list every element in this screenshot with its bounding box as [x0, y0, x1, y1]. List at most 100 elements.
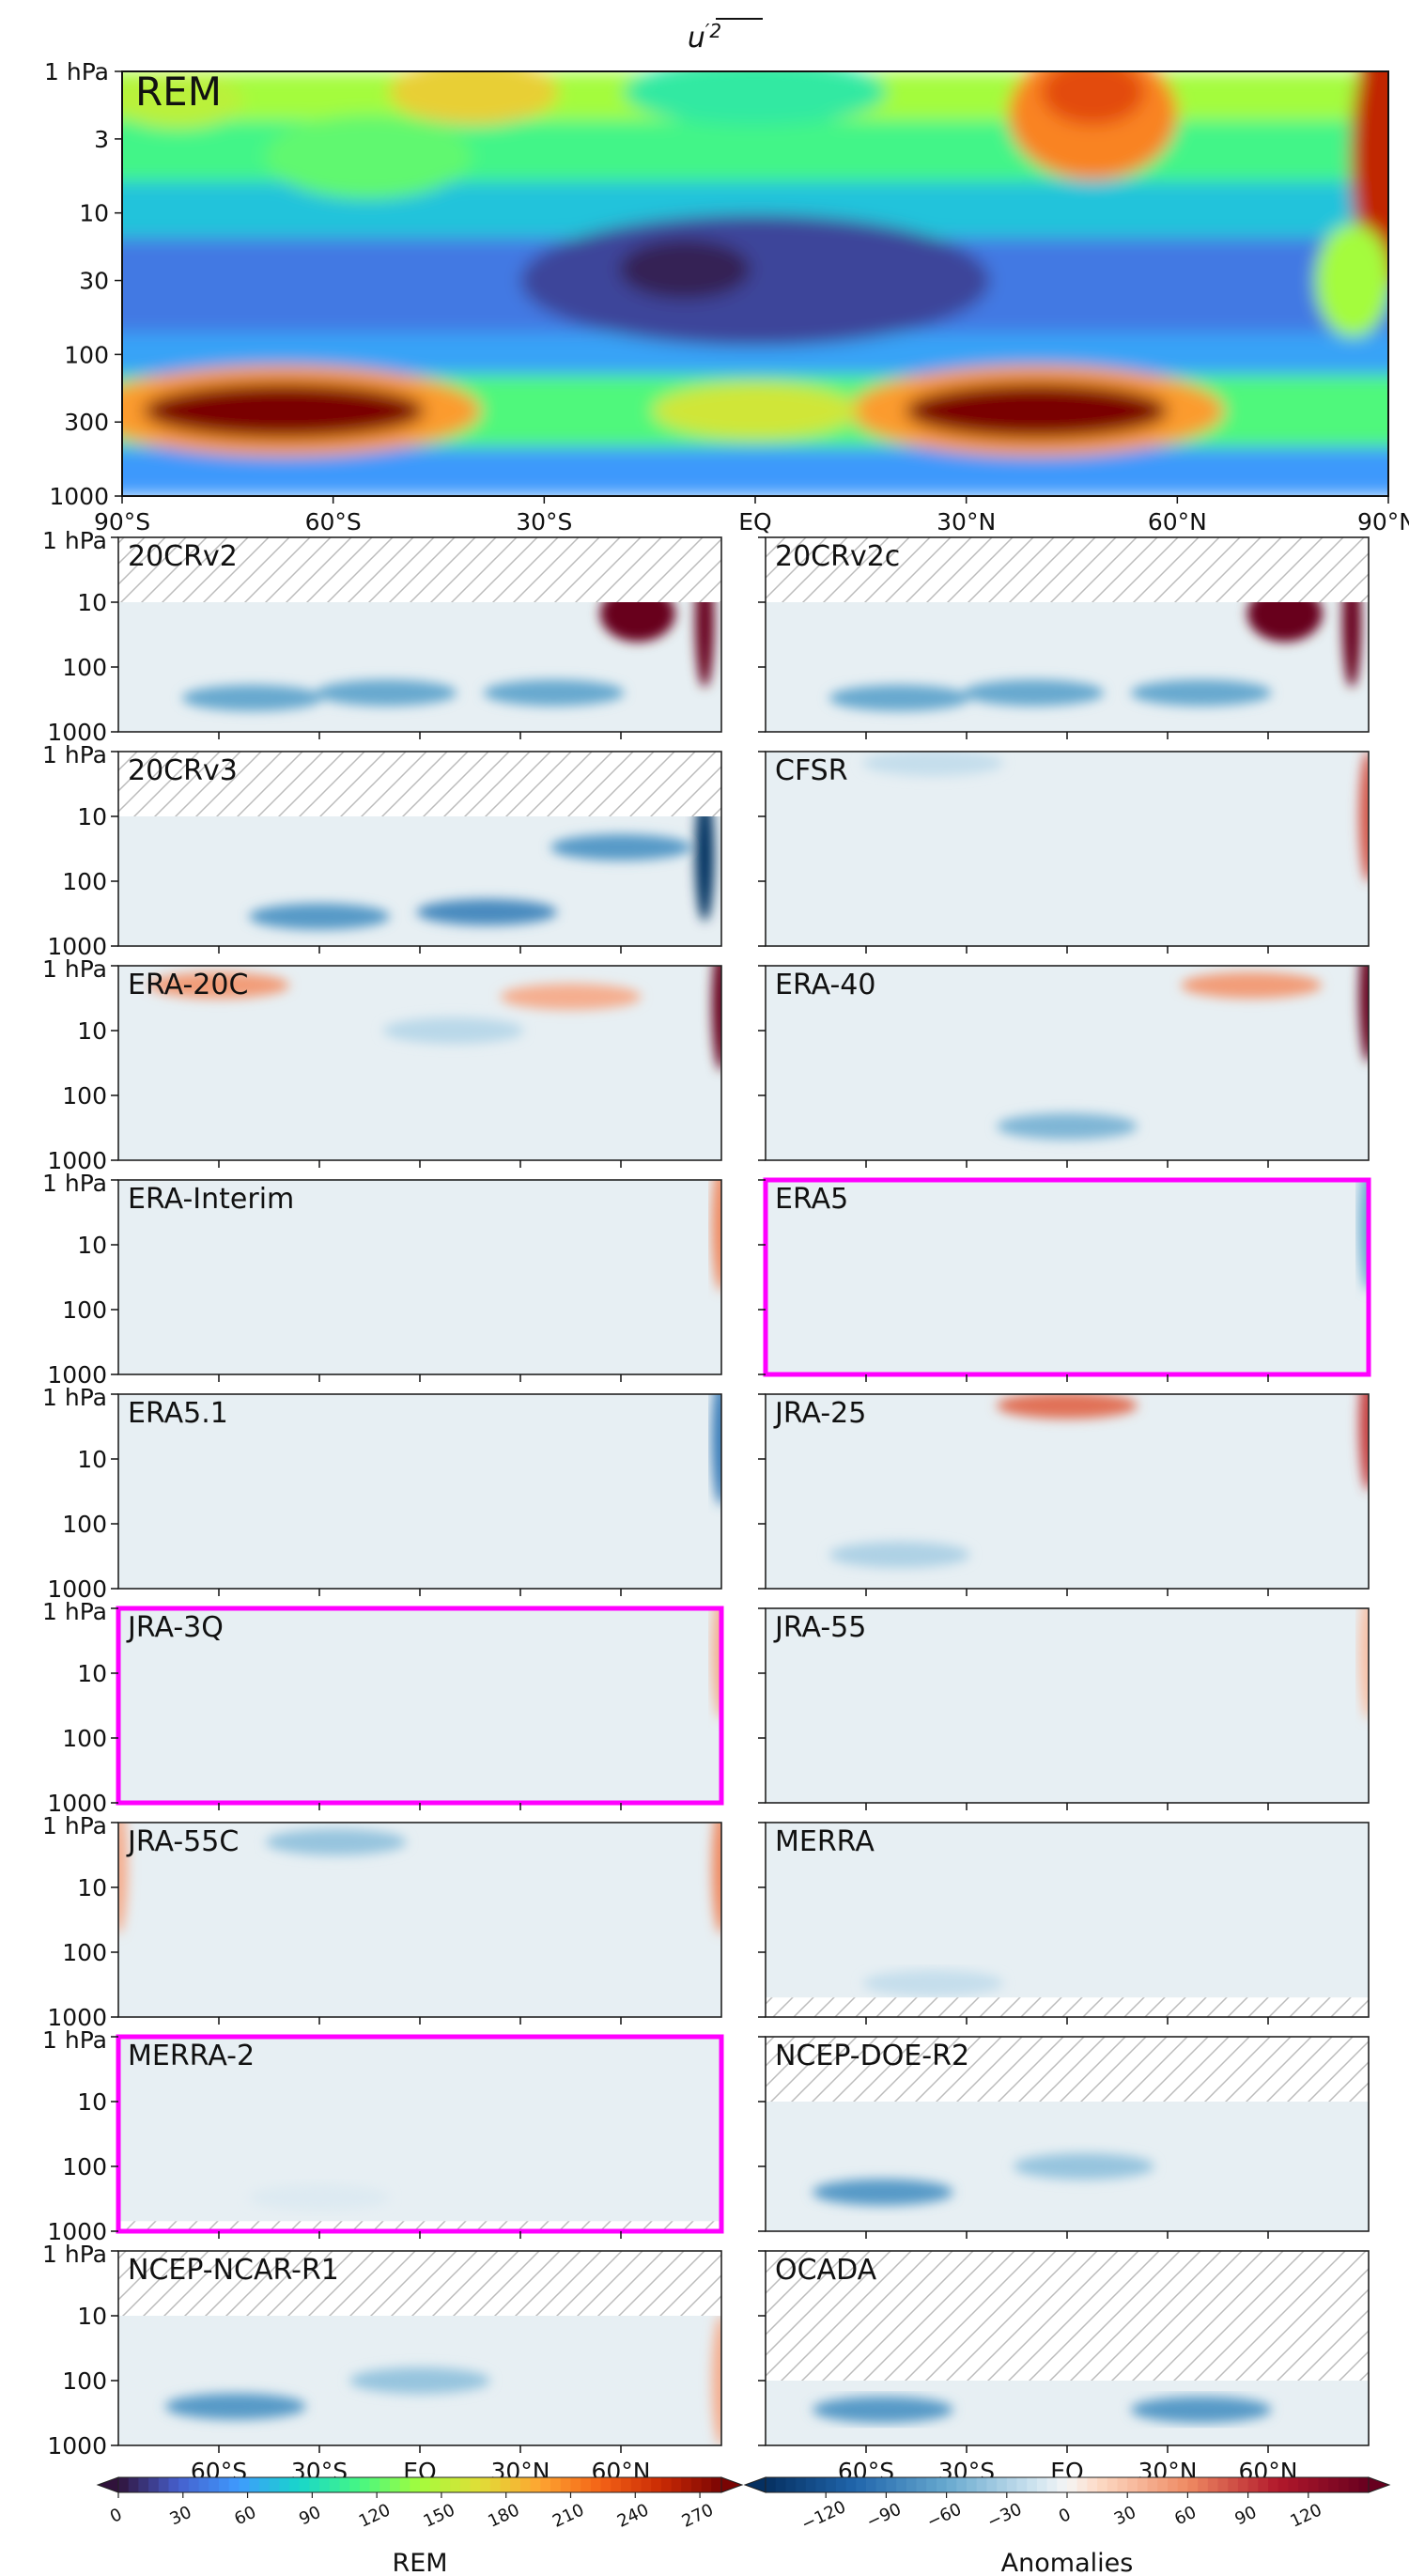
- colorbar-segment: [288, 2477, 301, 2492]
- rem-xtick-label: 60°N: [1148, 508, 1207, 535]
- anomaly-ytick-label: 1000: [47, 1790, 107, 1817]
- anomaly-background: [118, 1394, 721, 1589]
- colorbar-segment: [379, 2477, 391, 2492]
- anomaly-feature: [712, 1394, 721, 1506]
- anomaly-panel-label: CFSR: [775, 754, 848, 787]
- colorbar-segment: [258, 2477, 271, 2492]
- rem-blob-south-top: [389, 71, 559, 126]
- anomaly-panel-label: JRA-55C: [126, 1825, 239, 1858]
- rem-blob-np-lower: [1315, 224, 1388, 337]
- anomaly-colorbar: −120 −90 −60 −30 0 30 60 90 120 Anomalies: [743, 2476, 1391, 2576]
- colorbar-segment: [429, 2477, 441, 2492]
- anomaly-panel: JRA-25: [758, 1393, 1370, 1596]
- colorbar-segment: [309, 2477, 320, 2492]
- rem-ytick-label: 10: [79, 200, 109, 227]
- anomaly-panel-label: 20CRv2: [128, 540, 238, 573]
- rem-xtick-label: 90°N: [1357, 508, 1409, 535]
- colorbar-label: Anomalies: [1001, 2549, 1134, 2576]
- rem-blob-north-peak: [1041, 71, 1145, 126]
- anomaly-panel-label: 20CRv3: [128, 754, 238, 787]
- anomaly-feature: [997, 1394, 1138, 1420]
- anomaly-panel-label: ERA-Interim: [128, 1183, 294, 1216]
- colorbar-segment: [339, 2477, 350, 2492]
- anomaly-ytick-label: 1 hPa: [42, 527, 107, 554]
- colorbar-tick-label: −30: [984, 2499, 1025, 2532]
- anomaly-background: [766, 1608, 1369, 1803]
- colorbar-segment: [1107, 2477, 1119, 2492]
- anomaly-panel: 20CRv2c: [758, 536, 1370, 739]
- hatch-region-top: [766, 2037, 1369, 2102]
- colorbar-tick-label: 150: [421, 2500, 458, 2532]
- colorbar-tick-label: 240: [614, 2500, 652, 2532]
- anomaly-field: [118, 2251, 721, 2445]
- anomaly-panel: ERA-20C 1 hPa 10 100 1000: [42, 955, 722, 1174]
- colorbar-segment: [896, 2477, 907, 2492]
- colorbar-segment: [1247, 2477, 1259, 2492]
- colorbar-segment: [671, 2477, 682, 2492]
- colorbar-segment: [775, 2477, 786, 2492]
- colorbar-segment: [581, 2477, 592, 2492]
- colorbar-segment: [1087, 2477, 1098, 2492]
- anomaly-panel-label: ERA-40: [775, 969, 875, 1001]
- colorbar-segment: [1228, 2477, 1239, 2492]
- colorbar-segment: [1277, 2477, 1289, 2492]
- anomaly-feature: [483, 679, 625, 706]
- colorbar-segment: [209, 2477, 220, 2492]
- anomaly-ytick-label: 100: [62, 2153, 107, 2180]
- colorbar-segment: [906, 2477, 918, 2492]
- colorbar-segment: [269, 2477, 280, 2492]
- anomaly-field: [766, 752, 1369, 946]
- anomaly-panel-label: NCEP-DOE-R2: [775, 2040, 969, 2072]
- colorbar-tick-label: 90: [1231, 2503, 1260, 2530]
- colorbar-label: REM: [392, 2549, 447, 2576]
- colorbar-segment: [1137, 2477, 1149, 2492]
- anomaly-feature: [1013, 2153, 1154, 2180]
- anomaly-ytick-label: 1 hPa: [42, 1598, 107, 1625]
- colorbar-segment: [1268, 2477, 1279, 2492]
- colorbar-segment: [510, 2477, 521, 2492]
- colorbar-tick-label: 270: [679, 2500, 717, 2532]
- colorbar-extend-min: [96, 2476, 119, 2493]
- anomaly-field: [118, 1394, 721, 1589]
- colorbar-segment: [369, 2477, 380, 2492]
- colorbar-segment: [560, 2477, 572, 2492]
- colorbar-segment: [420, 2477, 431, 2492]
- anomaly-ytick-label: 100: [62, 1296, 107, 1324]
- colorbar-segment: [500, 2477, 511, 2492]
- anomaly-ytick-label: 1000: [47, 2218, 107, 2245]
- anomaly-ytick-label: 10: [77, 1017, 107, 1045]
- colorbar-segment: [785, 2477, 797, 2492]
- colorbar-segment: [660, 2477, 673, 2492]
- colorbar-segment: [815, 2477, 827, 2492]
- rem-xtick-label: EQ: [738, 508, 771, 535]
- colorbar-segment: [540, 2477, 551, 2492]
- anomaly-ytick-label: 10: [77, 1660, 107, 1687]
- anomaly-feature: [828, 1541, 970, 1568]
- colorbar-segment: [916, 2477, 927, 2492]
- colorbar-segment: [520, 2477, 532, 2492]
- anomaly-feature: [148, 971, 289, 999]
- colorbar-segment: [1097, 2477, 1108, 2492]
- anomaly-panel: ERA-40: [758, 965, 1370, 1168]
- colorbar-segment: [845, 2477, 857, 2492]
- anomaly-feature: [500, 983, 642, 1010]
- anomaly-feature: [862, 1969, 1004, 1996]
- rem-jet-eq: [652, 382, 859, 440]
- anomaly-field: [766, 537, 1369, 732]
- rem-jet-south-core: [143, 382, 426, 440]
- anomaly-feature: [1130, 2396, 1272, 2423]
- colorbar-segment: [681, 2477, 692, 2492]
- colorbar-segment: [600, 2477, 612, 2492]
- anomaly-ytick-label: 10: [77, 1874, 107, 1901]
- anomaly-ytick-label: 1000: [47, 1147, 107, 1174]
- colorbar-segment: [875, 2477, 887, 2492]
- anomaly-ytick-label: 10: [77, 1232, 107, 1259]
- colorbar-segment: [826, 2477, 837, 2492]
- rem-field: [122, 71, 1388, 496]
- anomaly-panel-label: 20CRv2c: [775, 540, 900, 573]
- anomaly-field: [118, 966, 721, 1160]
- anomaly-background: [118, 2037, 721, 2231]
- colorbar-segment: [198, 2477, 209, 2492]
- anomaly-ytick-label: 100: [62, 1939, 107, 1966]
